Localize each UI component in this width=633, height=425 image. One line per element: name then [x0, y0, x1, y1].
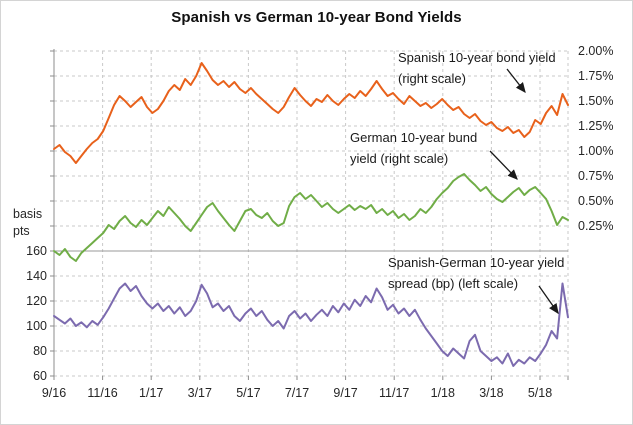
left-axis-tick-label: 100 [26, 319, 47, 333]
x-axis-tick-label: 1/17 [139, 386, 163, 400]
left-axis-tick-label: 140 [26, 269, 47, 283]
x-axis-tick-label: 5/17 [236, 386, 260, 400]
annotation-spread: Spanish-German 10-year yield spread (bp)… [388, 252, 564, 294]
right-axis-tick-label: 1.00% [578, 144, 613, 158]
arrow-to-spanish-line [506, 68, 526, 94]
right-axis-tick-label: 1.25% [578, 119, 613, 133]
x-axis-tick-label: 11/17 [379, 386, 409, 400]
x-axis-tick-label: 1/18 [431, 386, 455, 400]
series-line-yield-spread [53, 282, 569, 367]
x-axis-tick-label: 9/16 [42, 386, 66, 400]
annotation-spanish-yield: Spanish 10-year bond yield (right scale) [398, 47, 556, 89]
chart-title: Spanish vs German 10-year Bond Yields [171, 9, 462, 26]
annotation-spanish-line2: (right scale) [398, 71, 466, 86]
x-axis-tick-label: 3/17 [188, 386, 212, 400]
annotation-german-line2: yield (right scale) [350, 151, 449, 166]
annotation-german-line1: German 10-year bund [350, 130, 478, 145]
right-axis-tick-label: 0.50% [578, 194, 613, 208]
left-axis-tick-label: 60 [33, 369, 47, 383]
x-axis-tick-label: 3/18 [479, 386, 503, 400]
annotation-spread-line1: Spanish-German 10-year yield [388, 255, 565, 270]
arrow-to-german-line [489, 150, 518, 180]
left-axis-tick-label: 160 [26, 244, 47, 258]
right-axis-tick-label: 0.25% [578, 219, 613, 233]
left-axis-tick-label: 80 [33, 344, 47, 358]
left-axis-unit-label: basis pts [13, 207, 43, 238]
x-axis-tick-label: 5/18 [528, 386, 552, 400]
arrow-to-spread-line [538, 285, 559, 315]
x-axis-tick-label: 9/17 [333, 386, 357, 400]
series-line-spanish-yield [53, 62, 569, 164]
right-axis-tick-label: 2.00% [578, 44, 613, 58]
x-axis-tick-label: 7/17 [285, 386, 309, 400]
right-axis-tick-label: 1.75% [578, 69, 613, 83]
right-axis-tick-label: 0.75% [578, 169, 613, 183]
left-axis-tick-label: 120 [26, 294, 47, 308]
annotation-spread-line2: spread (bp) (left scale) [388, 276, 519, 291]
annotation-spanish-line1: Spanish 10-year bond yield [398, 50, 556, 65]
annotation-german-yield: German 10-year bund yield (right scale) [350, 127, 477, 169]
right-axis-tick-label: 1.50% [578, 94, 613, 108]
x-axis-tick-label: 11/16 [87, 386, 117, 400]
series-line-german-yield [53, 173, 569, 262]
